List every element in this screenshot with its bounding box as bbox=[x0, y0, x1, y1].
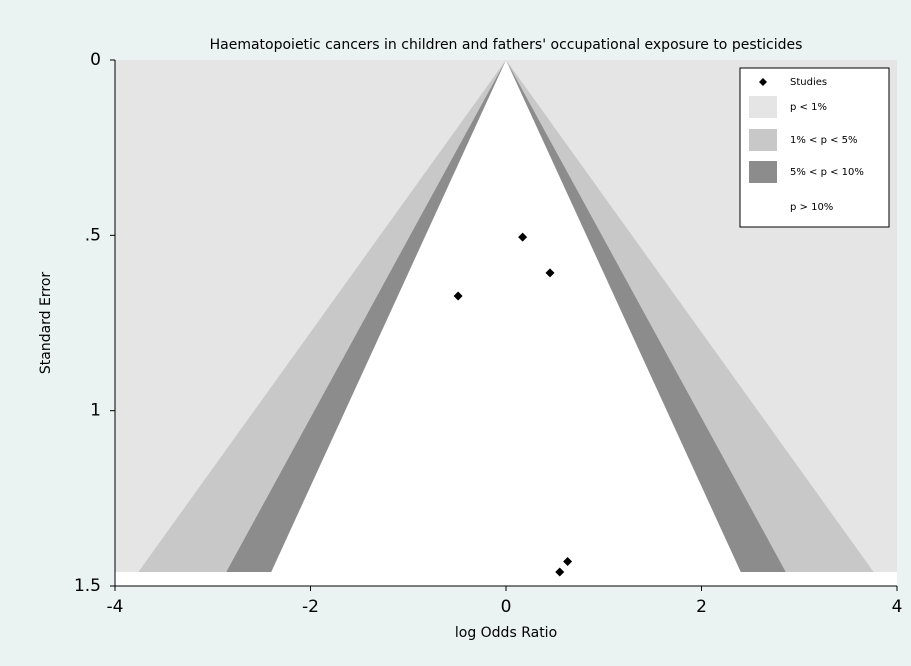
x-tick-label: -2 bbox=[302, 597, 319, 617]
legend-swatch bbox=[749, 129, 777, 151]
study-point bbox=[453, 291, 463, 301]
study-point bbox=[563, 556, 573, 566]
study-point bbox=[545, 268, 555, 278]
x-tick-label: 0 bbox=[501, 597, 512, 617]
significance-region bbox=[271, 60, 741, 572]
legend-marker bbox=[759, 78, 767, 86]
study-point bbox=[518, 232, 528, 242]
y-tick-label: .5 bbox=[85, 225, 101, 245]
x-tick-label: -4 bbox=[107, 597, 124, 617]
legend-label: p < 1% bbox=[790, 102, 827, 113]
x-tick-label: 4 bbox=[892, 597, 903, 617]
x-tick-label: 2 bbox=[696, 597, 707, 617]
chart-title: Haematopoietic cancers in children and f… bbox=[210, 37, 803, 53]
legend-swatch bbox=[749, 161, 777, 183]
legend: Studies p < 1% 1% < p < 5% 5% < p < 10% p > … bbox=[739, 67, 890, 228]
study-point bbox=[555, 567, 565, 577]
y-tick-label: 1 bbox=[90, 401, 101, 421]
y-tick-label: 1.5 bbox=[74, 576, 101, 596]
y-axis-title: Standard Error bbox=[38, 272, 54, 375]
legend-swatch bbox=[749, 96, 777, 118]
legend-label: 1% < p < 5% bbox=[790, 135, 858, 146]
legend-swatch bbox=[749, 196, 777, 218]
y-tick-label: 0 bbox=[90, 50, 101, 70]
legend-label: p > 10% bbox=[790, 202, 833, 213]
legend-label: Studies bbox=[790, 77, 827, 88]
legend-label: 5% < p < 10% bbox=[790, 167, 864, 178]
x-axis-title: log Odds Ratio bbox=[455, 625, 557, 641]
